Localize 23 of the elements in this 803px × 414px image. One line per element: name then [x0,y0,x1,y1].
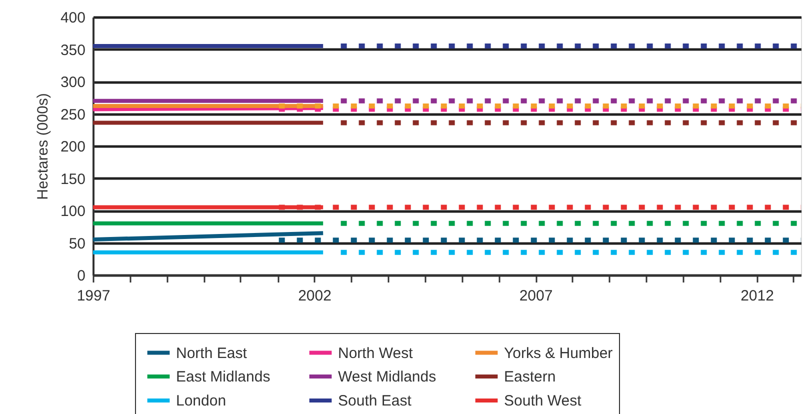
legend-label: Eastern [504,368,556,386]
y-tick-label: 300 [60,74,86,91]
y-tick-label: 250 [60,106,86,124]
y-tick-label: 0 [77,268,86,284]
legend-label: South East [338,392,412,410]
y-tick-label: 50 [68,235,86,252]
legend-label: Yorks & Humber [504,344,613,362]
legend-label: London [176,392,226,410]
x-tick-label: 2012 [740,288,774,304]
legend-label: South West [504,392,582,410]
y-tick-label: 350 [60,42,86,59]
legend-label: West Midlands [338,368,436,386]
x-tick-label: 1997 [76,288,110,304]
legend-label: North East [176,344,248,362]
legend-label: North West [338,344,414,362]
x-tick-label: 2002 [298,288,332,304]
y-tick-label: 150 [60,170,86,188]
x-tick-label: 2007 [519,288,553,304]
legend-label: East Midlands [176,368,270,386]
y-tick-label: 400 [60,10,86,26]
y-tick-label: 200 [60,138,86,156]
y-tick-label: 100 [60,203,86,220]
y-axis-title: Hectares (000s) [34,93,52,200]
